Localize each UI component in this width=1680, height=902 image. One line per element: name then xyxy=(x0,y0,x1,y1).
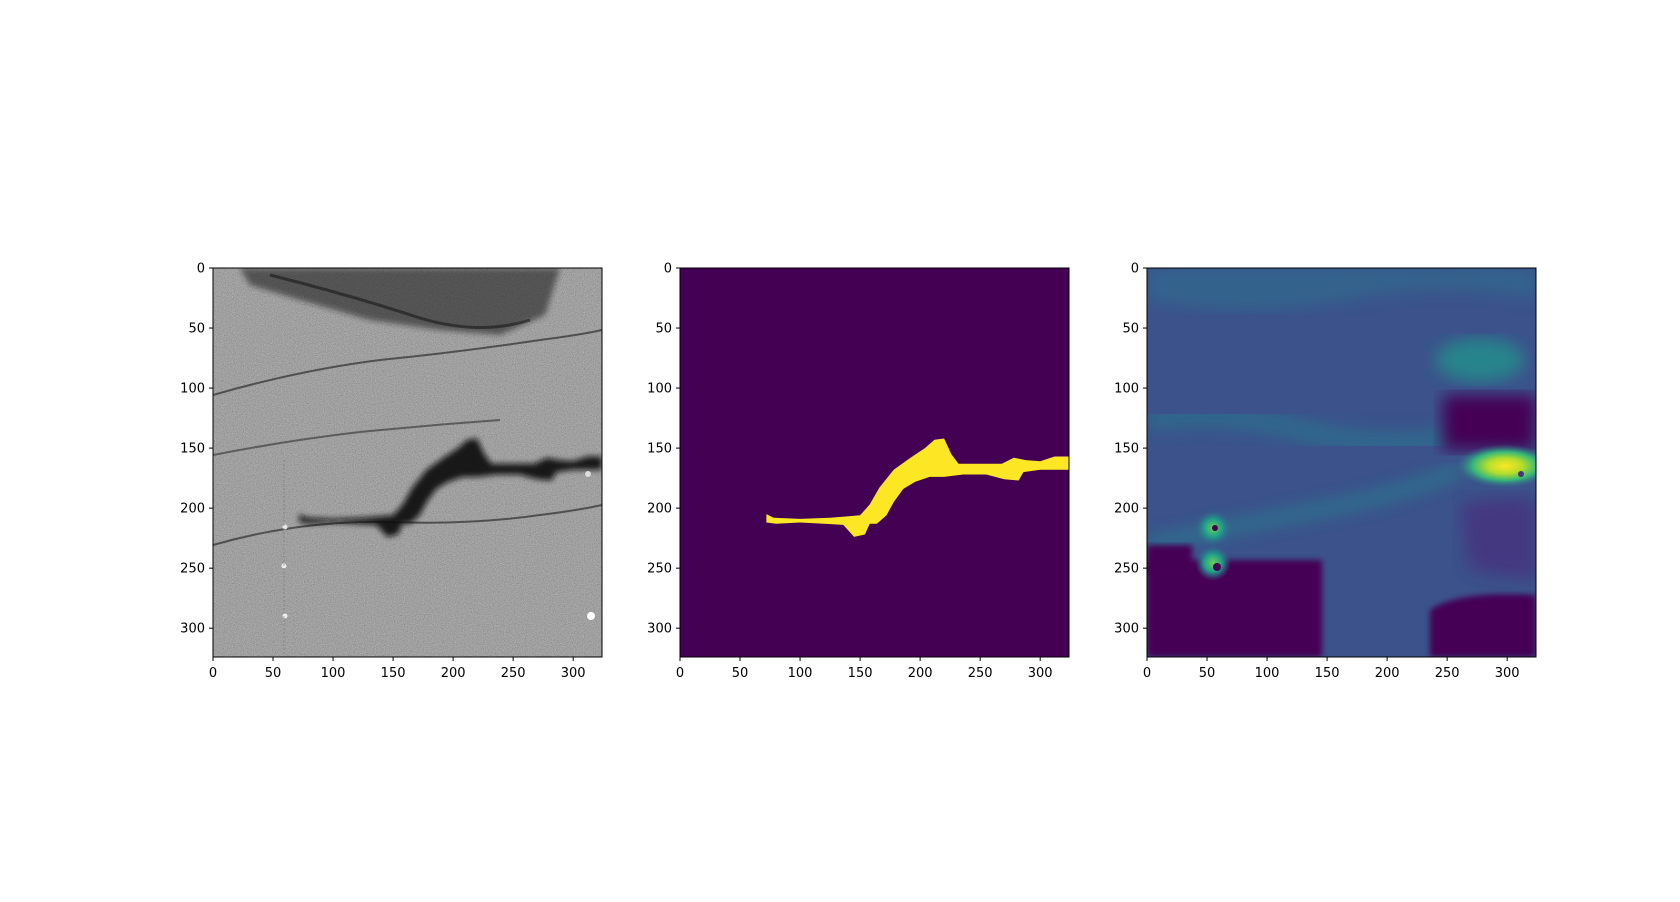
y-tick-label: 50 xyxy=(1122,322,1139,337)
y-tick-label: 300 xyxy=(647,622,672,637)
sar-image xyxy=(213,268,602,657)
x-tick-label: 100 xyxy=(788,666,813,681)
x-tick-label: 50 xyxy=(1199,666,1216,681)
y-tick-label: 200 xyxy=(1114,502,1139,517)
x-tick-label: 150 xyxy=(1315,666,1340,681)
x-tick-label: 300 xyxy=(1495,666,1520,681)
x-tick-label: 250 xyxy=(968,666,993,681)
x-tick-label: 250 xyxy=(1435,666,1460,681)
mask-axes: 0 50 100 150 200 250 300 0 50 100 150 200 250 300 xyxy=(647,262,1052,682)
mask-region xyxy=(766,438,1069,537)
y-tick-label: 0 xyxy=(197,262,205,277)
sar-axes: 0 50 100 150 200 250 300 0 50 100 150 200 250 300 xyxy=(180,262,585,682)
prediction-panel: 0 50 100 150 200 250 300 0 50 100 150 200 250 300 xyxy=(1114,262,1537,682)
y-tick-label: 150 xyxy=(1114,442,1139,457)
x-tick-label: 200 xyxy=(908,666,933,681)
y-tick-label: 0 xyxy=(664,262,672,277)
x-tick-label: 250 xyxy=(501,666,526,681)
y-tick-label: 250 xyxy=(1114,562,1139,577)
x-tick-label: 0 xyxy=(209,666,217,681)
x-tick-label: 300 xyxy=(561,666,586,681)
y-tick-label: 300 xyxy=(180,622,205,637)
y-tick-label: 300 xyxy=(1114,622,1139,637)
mask-panel: 0 50 100 150 200 250 300 0 50 100 150 200 250 300 xyxy=(647,262,1070,682)
x-tick-label: 50 xyxy=(265,666,282,681)
x-tick-label: 200 xyxy=(441,666,466,681)
y-tick-label: 150 xyxy=(180,442,205,457)
y-tick-label: 200 xyxy=(180,502,205,517)
y-tick-label: 0 xyxy=(1131,262,1139,277)
y-tick-label: 250 xyxy=(647,562,672,577)
y-tick-label: 250 xyxy=(180,562,205,577)
x-tick-label: 150 xyxy=(381,666,406,681)
prediction-axes: 0 50 100 150 200 250 300 0 50 100 150 200 250 300 xyxy=(1114,262,1519,682)
y-tick-label: 200 xyxy=(647,502,672,517)
mask-image xyxy=(680,268,1069,657)
prediction-image xyxy=(1147,268,1536,657)
x-tick-label: 0 xyxy=(676,666,684,681)
x-tick-label: 100 xyxy=(321,666,346,681)
x-tick-label: 100 xyxy=(1255,666,1280,681)
y-tick-label: 100 xyxy=(647,382,672,397)
x-tick-label: 300 xyxy=(1028,666,1053,681)
y-tick-label: 100 xyxy=(180,382,205,397)
y-tick-label: 150 xyxy=(647,442,672,457)
y-tick-label: 50 xyxy=(655,322,672,337)
x-tick-label: 0 xyxy=(1143,666,1151,681)
sar-image-panel: 0 50 100 150 200 250 300 0 50 100 150 200 250 300 xyxy=(180,262,603,682)
x-tick-label: 50 xyxy=(732,666,749,681)
x-tick-label: 200 xyxy=(1375,666,1400,681)
x-tick-label: 150 xyxy=(848,666,873,681)
y-tick-label: 100 xyxy=(1114,382,1139,397)
y-tick-label: 50 xyxy=(188,322,205,337)
